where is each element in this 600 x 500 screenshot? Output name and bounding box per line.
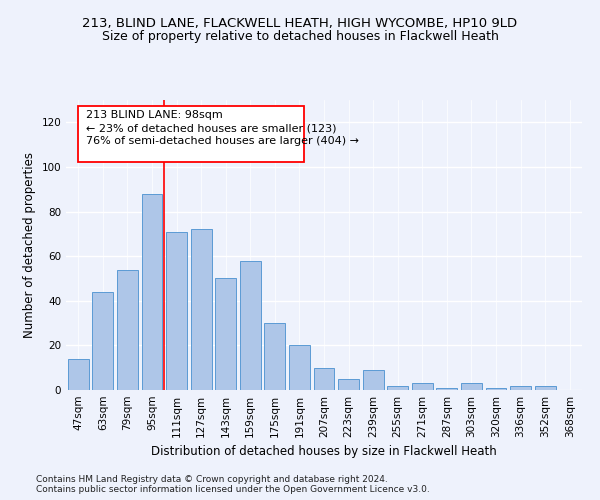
- Bar: [436, 388, 457, 390]
- Bar: [412, 384, 433, 390]
- Bar: [68, 359, 89, 390]
- Bar: [461, 384, 482, 390]
- Bar: [191, 230, 212, 390]
- Text: Contains public sector information licensed under the Open Government Licence v3: Contains public sector information licen…: [36, 485, 430, 494]
- Y-axis label: Number of detached properties: Number of detached properties: [23, 152, 36, 338]
- Bar: [166, 232, 187, 390]
- Bar: [510, 386, 531, 390]
- Bar: [92, 292, 113, 390]
- Text: Size of property relative to detached houses in Flackwell Heath: Size of property relative to detached ho…: [101, 30, 499, 43]
- Bar: [338, 379, 359, 390]
- Bar: [485, 388, 506, 390]
- Text: 213 BLIND LANE: 98sqm
← 23% of detached houses are smaller (123)
76% of semi-det: 213 BLIND LANE: 98sqm ← 23% of detached …: [86, 110, 359, 146]
- Bar: [314, 368, 334, 390]
- Text: 213, BLIND LANE, FLACKWELL HEATH, HIGH WYCOMBE, HP10 9LD: 213, BLIND LANE, FLACKWELL HEATH, HIGH W…: [82, 18, 518, 30]
- Text: Contains HM Land Registry data © Crown copyright and database right 2024.: Contains HM Land Registry data © Crown c…: [36, 475, 388, 484]
- Bar: [215, 278, 236, 390]
- Bar: [362, 370, 383, 390]
- Bar: [387, 386, 408, 390]
- Bar: [289, 346, 310, 390]
- Bar: [265, 323, 286, 390]
- FancyBboxPatch shape: [78, 106, 304, 162]
- Bar: [117, 270, 138, 390]
- X-axis label: Distribution of detached houses by size in Flackwell Heath: Distribution of detached houses by size …: [151, 446, 497, 458]
- Bar: [240, 260, 261, 390]
- Bar: [535, 386, 556, 390]
- Bar: [142, 194, 163, 390]
